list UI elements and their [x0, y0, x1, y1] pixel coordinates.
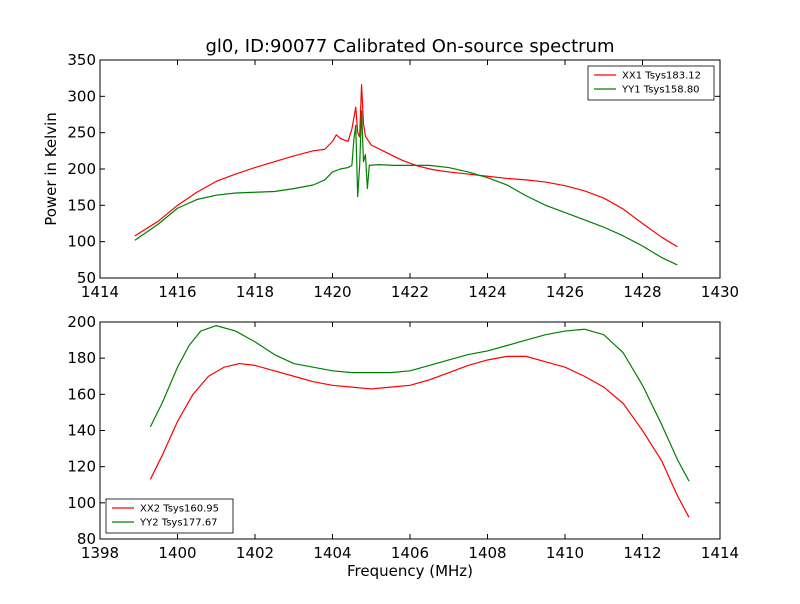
x-tick-label: 1404: [313, 544, 351, 562]
legend-label: YY1 Tsys158.80: [621, 85, 700, 96]
y-tick-label: 80: [77, 530, 96, 548]
legend-label: YY2 Tsys177.67: [139, 518, 218, 529]
series-line-1: [149, 355, 690, 518]
x-axis-label: Frequency (MHz): [347, 562, 473, 580]
y-tick-label: 150: [67, 196, 96, 214]
x-tick-label: 1400: [158, 544, 196, 562]
y-tick-label: 100: [67, 233, 96, 251]
legend-label: XX1 Tsys183.12: [622, 71, 701, 82]
x-tick-label: 1428: [623, 283, 661, 301]
y-tick-label: 120: [67, 458, 96, 476]
y-tick-label: 160: [67, 385, 96, 403]
x-tick-label: 1414: [81, 283, 119, 301]
x-tick-label: 1430: [701, 283, 739, 301]
y-tick-label: 50: [77, 269, 96, 287]
chart-title: gl0, ID:90077 Calibrated On-source spect…: [205, 36, 614, 57]
y-tick-label: 100: [67, 494, 96, 512]
y-tick-label: 180: [67, 349, 96, 367]
x-tick-label: 1420: [313, 283, 351, 301]
legend-box: [587, 65, 715, 101]
x-tick-label: 1412: [623, 544, 661, 562]
y-tick-label: 200: [67, 160, 96, 178]
x-tick-label: 1426: [546, 283, 584, 301]
x-tick-label: 1398: [81, 544, 119, 562]
bottom-panel: 1398 1400 1402 1404 1406 1408 1410 1412 1414 80 10…: [67, 313, 739, 580]
y-tick-label: 140: [67, 422, 96, 440]
legend: XX1 Tsys183.12 YY1 Tsys158.80: [587, 65, 715, 101]
x-tick-label: 1402: [236, 544, 274, 562]
y-axis-label: Power in Kelvin: [42, 112, 60, 226]
series-line-1: [134, 84, 678, 248]
y-tick-label: 300: [67, 87, 96, 105]
x-tick-label: 1424: [468, 283, 506, 301]
x-tick-label: 1408: [468, 544, 506, 562]
y-tick-label: 250: [67, 124, 96, 142]
x-tick-label: 1418: [236, 283, 274, 301]
legend-label: XX2 Tsys160.95: [140, 504, 219, 515]
x-tick-label: 1416: [158, 283, 196, 301]
series-line-2: [149, 325, 690, 482]
x-tick-label: 1406: [391, 544, 429, 562]
y-tick-label: 350: [67, 51, 96, 69]
legend: XX2 Tsys160.95 YY2 Tsys177.67: [105, 498, 234, 534]
legend-box: [105, 498, 234, 534]
top-panel: 1414 1416 1418 1420 1422 1424 1426 1428 1430 50 10…: [42, 36, 739, 301]
x-tick-label: 1414: [701, 544, 739, 562]
x-tick-label: 1410: [546, 544, 584, 562]
series-line-2: [134, 110, 678, 266]
y-tick-label: 200: [67, 313, 96, 331]
x-tick-label: 1422: [391, 283, 429, 301]
